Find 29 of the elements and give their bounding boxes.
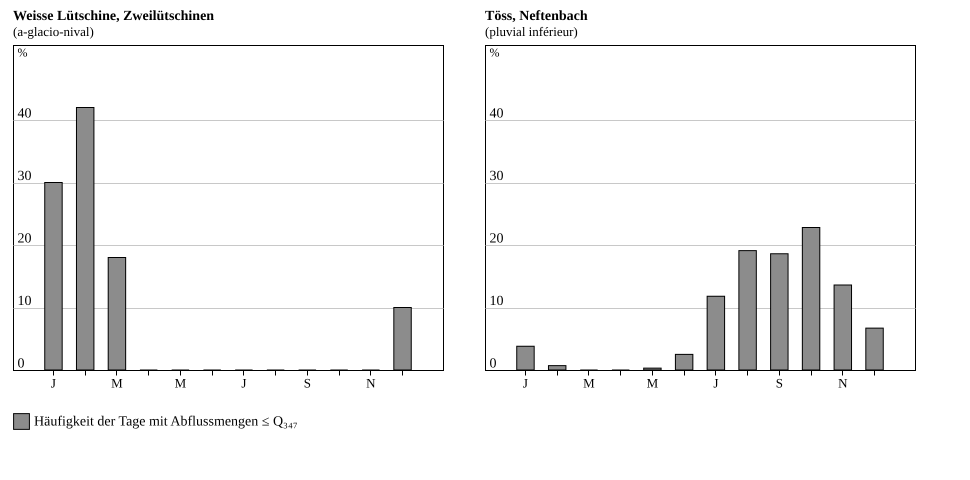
y-tick-label: 30 [490,169,504,184]
x-tick-label: M [583,376,596,390]
x-tick-label: N [366,376,376,390]
legend-label: Häufigkeit der Tage mit Abflussmengen ≤ Q₃₄₇ [34,414,298,430]
x-tick-label: S [776,376,783,390]
x-tick-label: J [241,376,246,390]
x-tick-label: M [174,376,187,390]
x-tick-label: M [111,376,124,390]
x-tick-label: S [304,376,311,390]
x-tick-label: J [713,376,718,390]
x-tick-label: M [646,376,659,390]
y-tick-label: 20 [490,232,504,246]
y-tick-label: 0 [490,356,496,372]
x-tick-label: J [50,376,56,390]
chart-title: Töss, Neftenbach [485,9,588,24]
y-axis-title: % [490,46,500,60]
y-tick-label: 20 [18,232,32,246]
y-tick-label: 30 [18,169,32,184]
y-tick-label: 40 [490,106,504,122]
x-tick-label: N [838,376,848,390]
chart-subtitle: (a-glacio-nival) [13,24,94,39]
y-tick-label: 10 [490,294,504,309]
y-tick-label: 10 [18,294,32,309]
chart-subtitle: (pluvial inférieur) [485,24,578,39]
y-tick-label: 40 [18,106,32,122]
x-tick-label: J [522,376,528,390]
chart-title: Weisse Lütschine, Zweilütschinen [13,9,214,24]
y-axis-title: % [18,46,28,60]
y-tick-label: 0 [18,356,24,372]
